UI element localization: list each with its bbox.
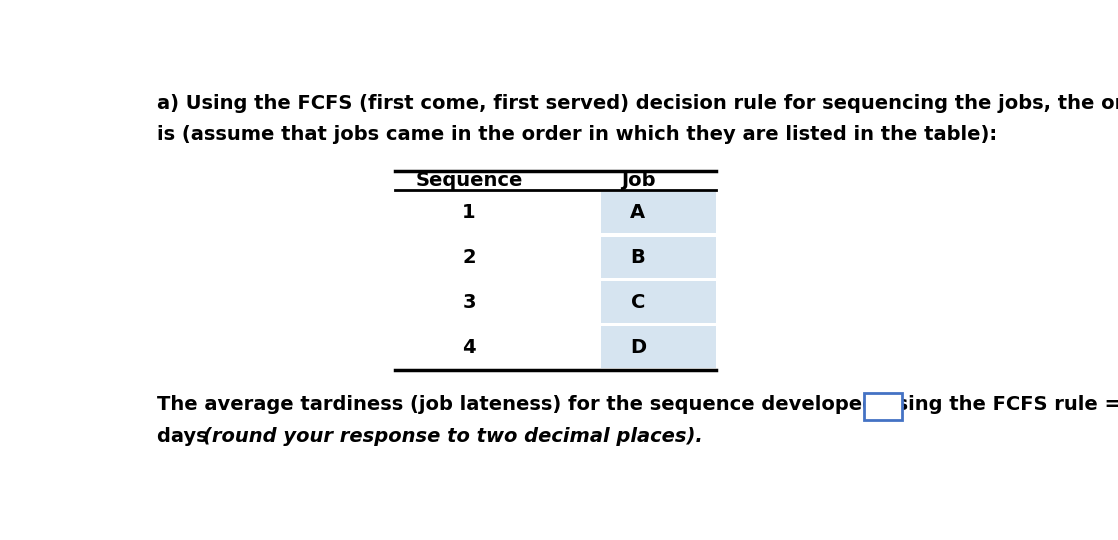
Bar bbox=[600, 326, 716, 368]
Bar bbox=[864, 393, 902, 420]
Text: Sequence: Sequence bbox=[415, 171, 523, 190]
Bar bbox=[600, 281, 716, 323]
Text: D: D bbox=[629, 338, 646, 356]
Text: 2: 2 bbox=[462, 248, 476, 267]
Text: a) Using the FCFS (first come, first served) decision rule for sequencing the jo: a) Using the FCFS (first come, first ser… bbox=[157, 94, 1118, 113]
Text: A: A bbox=[631, 203, 645, 222]
Bar bbox=[600, 192, 716, 233]
Text: 3: 3 bbox=[462, 293, 476, 312]
Text: B: B bbox=[631, 248, 645, 267]
Text: C: C bbox=[631, 293, 645, 312]
Text: days: days bbox=[157, 427, 215, 446]
Text: 4: 4 bbox=[462, 338, 476, 356]
Bar bbox=[600, 237, 716, 278]
Text: The average tardiness (job lateness) for the sequence developed using the FCFS r: The average tardiness (job lateness) for… bbox=[157, 395, 1118, 414]
Text: (round your response to two decimal places).: (round your response to two decimal plac… bbox=[203, 427, 703, 446]
Text: 1: 1 bbox=[462, 203, 476, 222]
Text: is (assume that jobs came in the order in which they are listed in the table):: is (assume that jobs came in the order i… bbox=[157, 125, 997, 144]
Text: Job: Job bbox=[620, 171, 655, 190]
